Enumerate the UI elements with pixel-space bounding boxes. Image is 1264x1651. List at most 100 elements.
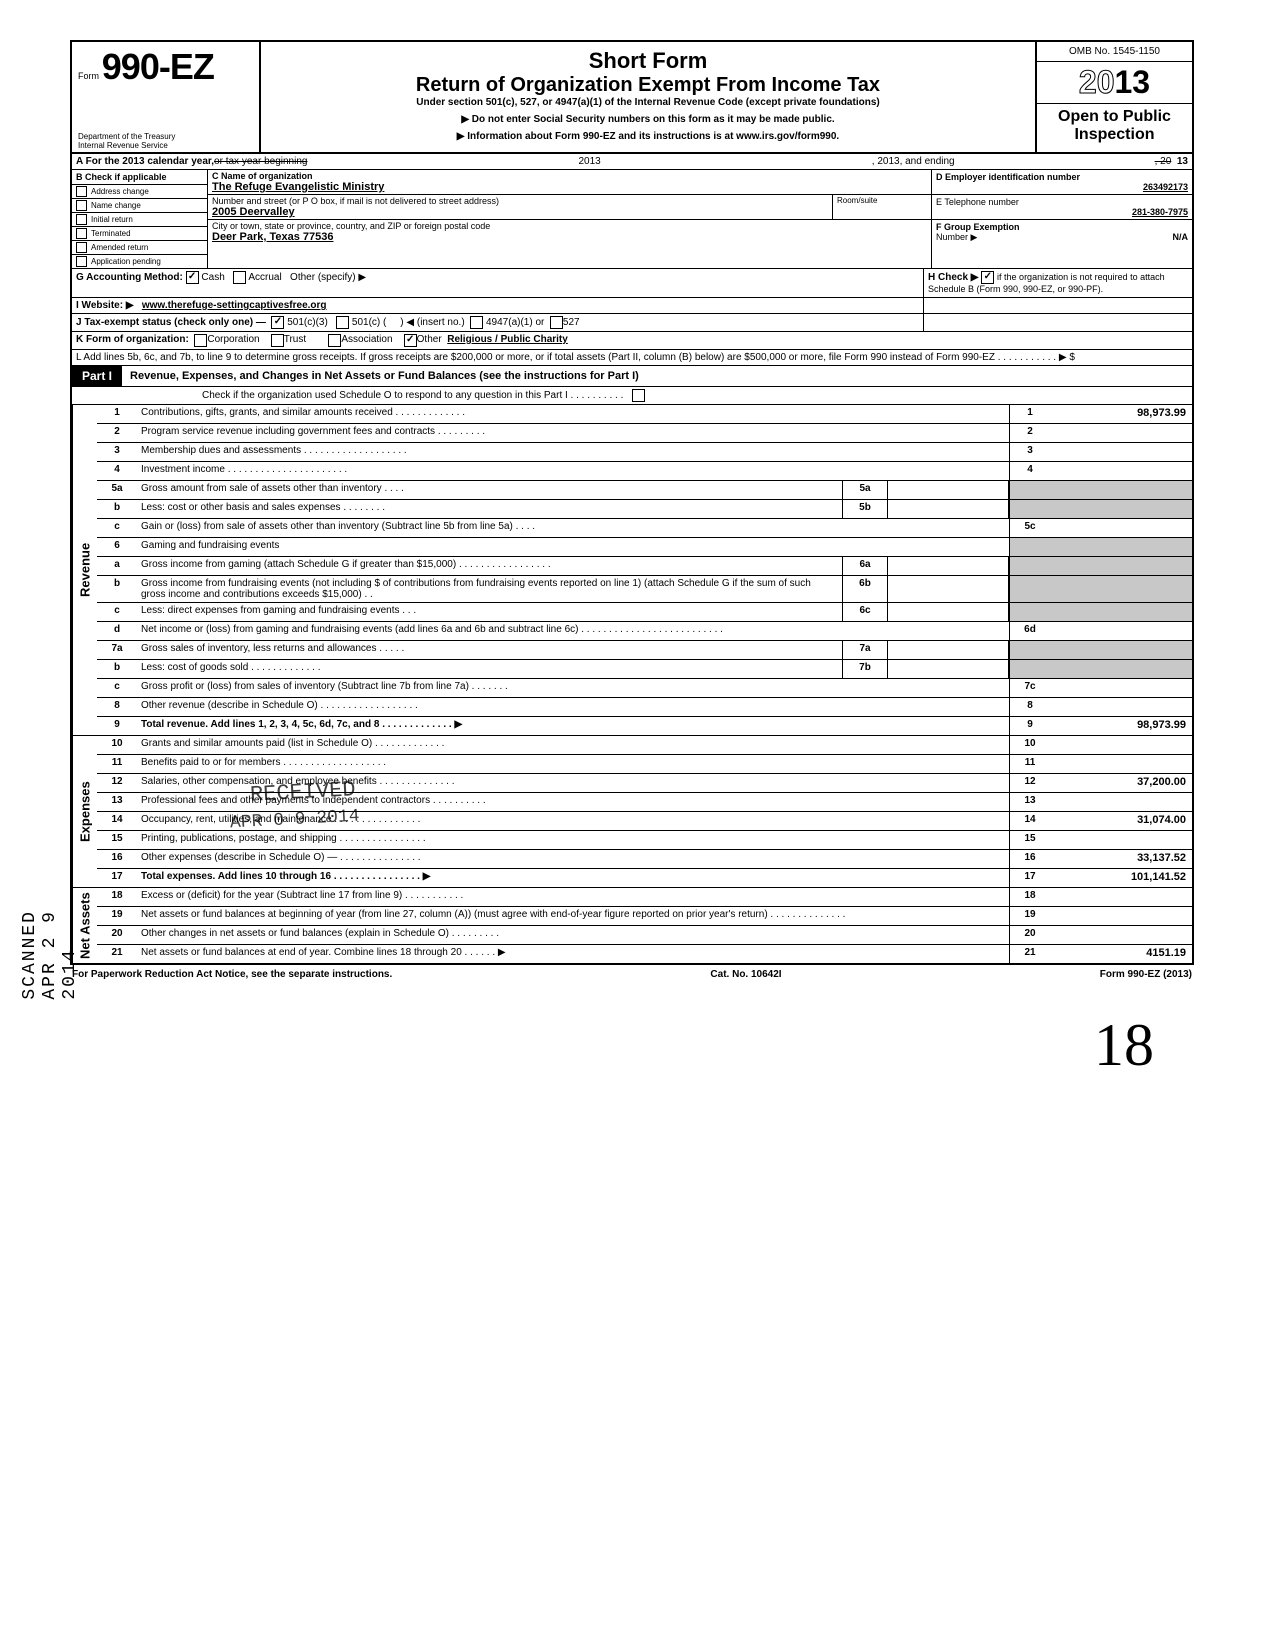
chk-accrual[interactable] [233, 271, 246, 284]
chk-name-change[interactable]: Name change [72, 198, 207, 212]
chk-schedule-o[interactable] [632, 389, 645, 402]
ld: Other expenses (describe in Schedule O) … [137, 850, 1009, 868]
ln: 11 [97, 755, 137, 773]
chk-cash[interactable]: ✓ [186, 271, 199, 284]
rn [1009, 538, 1050, 556]
line-j: J Tax-exempt status (check only one) — ✓… [72, 314, 1192, 332]
other-org-value: Religious / Public Charity [447, 334, 568, 347]
chk-501c3[interactable]: ✓ [271, 316, 284, 329]
ln: 13 [97, 793, 137, 811]
org-name-cell: C Name of organization The Refuge Evange… [208, 170, 931, 194]
check-o-text: Check if the organization used Schedule … [202, 390, 623, 401]
chk-corp[interactable] [194, 334, 207, 347]
form-prefix: Form [78, 71, 99, 81]
ln: 12 [97, 774, 137, 792]
rv [1050, 538, 1192, 556]
sb: 6c [842, 603, 888, 621]
ld: Total revenue. Add lines 1, 2, 3, 4, 5c,… [137, 717, 1009, 735]
chk-app-pending[interactable]: Application pending [72, 254, 207, 268]
chk-527[interactable] [550, 316, 563, 329]
ld: Other revenue (describe in Schedule O) .… [137, 698, 1009, 716]
rn: 8 [1009, 698, 1050, 716]
chk-501c[interactable] [336, 316, 349, 329]
rv [1050, 500, 1192, 518]
addr-label: Number and street (or P O box, if mail i… [212, 196, 828, 206]
dept-line2: Internal Revenue Service [78, 141, 175, 150]
ln: 1 [97, 405, 137, 423]
org-name-value: The Refuge Evangelistic Ministry [212, 181, 927, 193]
ln: b [97, 660, 137, 678]
ln: 5a [97, 481, 137, 499]
phone-cell: E Telephone number 281-380-7975 [932, 195, 1192, 220]
rv [1050, 888, 1192, 906]
dept-line1: Department of the Treasury [78, 132, 175, 141]
rv: 101,141.52 [1050, 869, 1192, 887]
chk-lbl: Amended return [91, 243, 148, 252]
chk-4947[interactable] [470, 316, 483, 329]
ein-label: D Employer identification number [936, 172, 1080, 182]
trust-label: Trust [284, 334, 306, 347]
col-b: B Check if applicable Address change Nam… [72, 170, 208, 268]
line-a-text1: A For the 2013 calendar year, [76, 156, 214, 167]
handwritten-18: 18 [1094, 1011, 1154, 1080]
ld: Total expenses. Add lines 10 through 16 … [137, 869, 1009, 887]
year-outline: 20 [1079, 64, 1115, 100]
chk-amended[interactable]: Amended return [72, 240, 207, 254]
501c-label: 501(c) ( [352, 317, 386, 328]
ld: Printing, publications, postage, and shi… [137, 831, 1009, 849]
sv [888, 660, 1009, 678]
rn: 11 [1009, 755, 1050, 773]
rn: 3 [1009, 443, 1050, 461]
line-k: K Form of organization: Corporation Trus… [72, 332, 1192, 350]
ln: 14 [97, 812, 137, 830]
ld: Other changes in net assets or fund bala… [137, 926, 1009, 944]
rv [1050, 519, 1192, 537]
line-g: G Accounting Method: ✓ Cash Accrual Othe… [72, 269, 923, 297]
page-footer: For Paperwork Reduction Act Notice, see … [68, 965, 1196, 980]
rv [1050, 462, 1192, 480]
rv [1050, 576, 1192, 602]
rv: 98,973.99 [1050, 405, 1192, 423]
expenses-section: Expenses 10Grants and similar amounts pa… [72, 735, 1192, 887]
ld: Contributions, gifts, grants, and simila… [137, 405, 1009, 423]
ld: Investment income . . . . . . . . . . . … [137, 462, 1009, 480]
ld-b: Total expenses. Add lines 10 through 16 … [141, 871, 430, 882]
line-a-mid: 2013 [307, 156, 871, 167]
sv [888, 603, 1009, 621]
ln: 9 [97, 717, 137, 735]
chk-sched-b[interactable]: ✓ [981, 271, 994, 284]
ln: 17 [97, 869, 137, 887]
omb-cell: OMB No. 1545-1150 2013 Open to Public In… [1035, 42, 1192, 152]
chk-address-change[interactable]: Address change [72, 184, 207, 198]
line-a-text2: , 2013, and ending [872, 156, 955, 167]
form-number-cell: Form 990-EZ Department of the Treasury I… [72, 42, 261, 152]
sb: 7a [842, 641, 888, 659]
addr-value: 2005 Deervalley [212, 206, 828, 218]
short-form-title: Short Form [269, 48, 1027, 74]
chk-assoc[interactable] [328, 334, 341, 347]
line-h-label: H Check ▶ [928, 272, 978, 283]
rn: 9 [1009, 717, 1050, 735]
ln: 10 [97, 736, 137, 754]
chk-terminated[interactable]: Terminated [72, 226, 207, 240]
rn: 14 [1009, 812, 1050, 830]
room-cell: Room/suite [832, 195, 931, 219]
chk-initial-return[interactable]: Initial return [72, 212, 207, 226]
sv [888, 500, 1009, 518]
ln: c [97, 679, 137, 697]
accrual-label: Accrual [248, 272, 281, 283]
rv [1050, 926, 1192, 944]
revenue-section: Revenue 1Contributions, gifts, grants, a… [72, 405, 1192, 735]
omb-number: OMB No. 1545-1150 [1037, 42, 1192, 62]
city-label: City or town, state or province, country… [212, 221, 927, 231]
rn: 2 [1009, 424, 1050, 442]
sv [888, 557, 1009, 575]
chk-other-org[interactable]: ✓ [404, 334, 417, 347]
chk-trust[interactable] [271, 334, 284, 347]
rn [1009, 660, 1050, 678]
phone-value: 281-380-7975 [936, 207, 1188, 217]
line-h: H Check ▶ ✓ if the organization is not r… [923, 269, 1192, 297]
ssn-warning: ▶ Do not enter Social Security numbers o… [269, 114, 1027, 125]
rn: 10 [1009, 736, 1050, 754]
ln: d [97, 622, 137, 640]
